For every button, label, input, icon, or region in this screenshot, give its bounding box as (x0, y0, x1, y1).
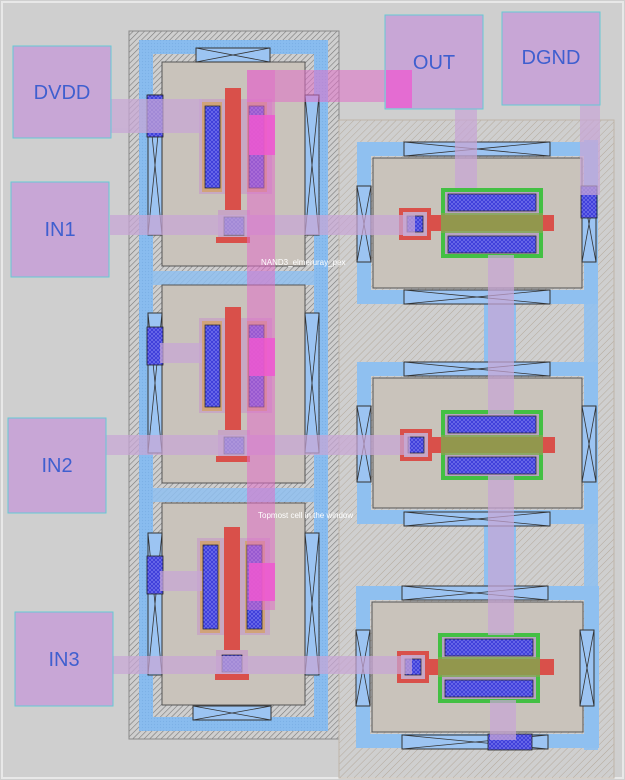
nmos-transistor-3 (397, 633, 554, 703)
pin-dvdd[interactable]: DVDD (12, 45, 112, 139)
pin-in1[interactable]: IN1 (10, 181, 110, 278)
pin-in3-label: IN3 (48, 649, 79, 671)
pin-in1-label: IN1 (44, 219, 75, 241)
pin-in3[interactable]: IN3 (14, 611, 114, 707)
pin-in2-label: IN2 (41, 455, 72, 477)
pin-out-label: OUT (413, 52, 455, 74)
topcell-label: Topmost cell in the window (258, 511, 353, 520)
pin-dgnd[interactable]: DGND (501, 11, 601, 106)
pmos-divider-2 (153, 488, 314, 502)
pin-dvdd-label: DVDD (34, 82, 91, 104)
pin-dgnd-label: DGND (522, 47, 581, 69)
pmos-divider-1 (153, 271, 314, 285)
cell-name-label: NAND3_elmeruray_pex (261, 258, 345, 267)
pin-in2[interactable]: IN2 (7, 417, 107, 514)
